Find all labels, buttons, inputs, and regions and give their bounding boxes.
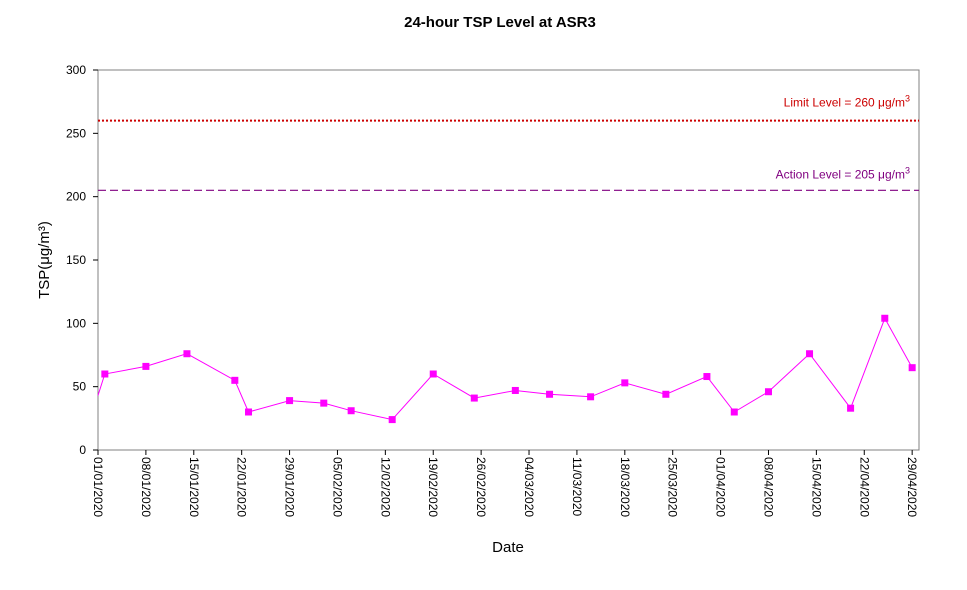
x-tick-label: 12/02/2020 bbox=[378, 457, 392, 517]
series-line bbox=[97, 317, 913, 421]
reference-line-label: Limit Level = 260 μg/m3 bbox=[784, 94, 910, 110]
x-axis-label: Date bbox=[492, 539, 524, 556]
x-tick-label: 29/04/2020 bbox=[905, 457, 919, 517]
reference-line-label: Action Level = 205 μg/m3 bbox=[776, 165, 910, 181]
data-point-marker bbox=[511, 386, 519, 394]
chart-title: 24-hour TSP Level at ASR3 bbox=[404, 14, 596, 31]
x-axis: 01/01/2020 08/01/2020 15/01/2020 22/01/2020… bbox=[91, 450, 919, 517]
y-tick-label: 100 bbox=[66, 316, 86, 330]
data-point-marker bbox=[101, 370, 109, 378]
y-tick-label: 300 bbox=[66, 63, 86, 77]
data-point-marker bbox=[231, 376, 239, 384]
reference-lines: Limit Level = 260 μg/m3 Action Level = 20… bbox=[98, 94, 919, 191]
x-tick-label: 15/04/2020 bbox=[809, 457, 823, 517]
y-tick-label: 200 bbox=[66, 190, 86, 204]
x-tick-label: 29/01/2020 bbox=[283, 457, 297, 517]
plot-area-border bbox=[97, 69, 920, 451]
series-layer bbox=[97, 314, 916, 424]
x-tick-label: 15/01/2020 bbox=[187, 457, 201, 517]
y-tick-label: 150 bbox=[66, 253, 86, 267]
y-tick-label: 50 bbox=[73, 380, 87, 394]
x-tick-label: 08/01/2020 bbox=[139, 457, 153, 517]
y-tick-label: 0 bbox=[79, 443, 86, 457]
x-tick-label: 05/02/2020 bbox=[330, 457, 344, 517]
x-tick-label: 08/04/2020 bbox=[761, 457, 775, 517]
y-axis: 0 50 100 150 200 250 300 bbox=[66, 63, 98, 457]
x-tick-label: 22/04/2020 bbox=[857, 457, 871, 517]
data-point-marker bbox=[847, 404, 855, 412]
data-point-marker bbox=[703, 373, 711, 381]
data-point-marker bbox=[470, 394, 478, 402]
x-tick-label: 18/03/2020 bbox=[618, 457, 632, 517]
data-point-marker bbox=[546, 390, 554, 398]
y-axis-label: TSP(μg/m³) bbox=[36, 221, 53, 299]
data-point-marker bbox=[806, 350, 814, 358]
data-point-marker bbox=[730, 408, 738, 416]
data-point-marker bbox=[286, 397, 294, 405]
data-point-marker bbox=[881, 314, 889, 322]
data-point-marker bbox=[764, 388, 772, 396]
y-tick-label: 250 bbox=[66, 126, 86, 140]
x-tick-label: 01/04/2020 bbox=[714, 457, 728, 517]
data-point-marker bbox=[662, 390, 670, 398]
data-point-marker bbox=[347, 407, 355, 415]
x-tick-label: 01/01/2020 bbox=[91, 457, 105, 517]
x-tick-label: 25/03/2020 bbox=[666, 457, 680, 517]
x-tick-label: 19/02/2020 bbox=[426, 457, 440, 517]
data-point-marker bbox=[142, 362, 150, 370]
data-point-marker bbox=[587, 393, 595, 401]
data-point-marker bbox=[908, 364, 916, 372]
x-tick-label: 26/02/2020 bbox=[474, 457, 488, 517]
data-point-marker bbox=[429, 370, 437, 378]
data-point-marker bbox=[388, 416, 396, 424]
x-tick-label: 04/03/2020 bbox=[522, 457, 536, 517]
data-point-marker bbox=[183, 350, 191, 358]
x-tick-label: 11/03/2020 bbox=[570, 457, 584, 516]
data-point-marker bbox=[245, 408, 253, 416]
x-tick-label: 22/01/2020 bbox=[235, 457, 249, 517]
data-point-marker bbox=[320, 399, 328, 407]
data-point-marker bbox=[621, 379, 629, 387]
